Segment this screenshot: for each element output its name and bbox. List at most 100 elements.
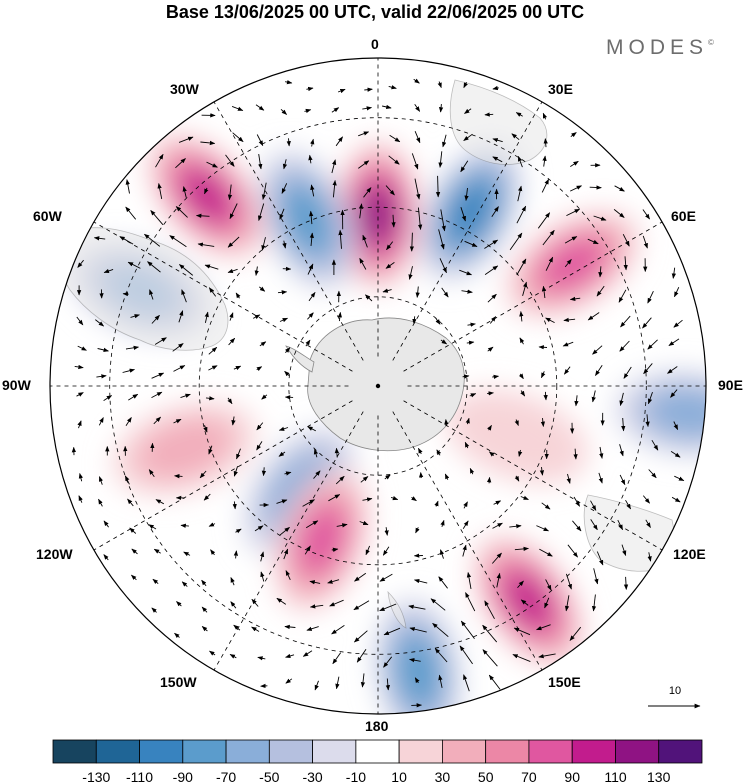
wind-arrow — [520, 495, 529, 501]
wind-arrow — [151, 372, 165, 379]
wind-arrow — [385, 262, 395, 269]
wind-arrow — [599, 446, 604, 459]
wind-arrow — [642, 495, 650, 504]
colorbar-tick-label: 10 — [391, 769, 407, 783]
wind-arrow — [157, 182, 163, 199]
reference-vector: 10 — [648, 685, 701, 709]
wind-arrow — [436, 449, 442, 456]
wind-arrow — [259, 551, 265, 562]
wind-arrow — [623, 256, 628, 271]
wind-arrow — [155, 153, 164, 168]
wind-arrow — [122, 291, 129, 297]
wind-arrow — [256, 422, 264, 431]
wind-arrow — [619, 340, 630, 352]
wind-arrow — [466, 340, 475, 345]
wind-arrow — [414, 178, 421, 200]
wind-arrow — [415, 286, 420, 298]
wind-arrow — [203, 425, 208, 433]
wind-arrow — [337, 88, 346, 94]
wind-vectors — [71, 78, 685, 708]
wind-arrow — [430, 598, 446, 611]
wind-arrow — [519, 310, 524, 322]
wind-arrow — [358, 160, 370, 169]
wind-arrow — [76, 316, 84, 326]
wind-arrow — [460, 207, 466, 222]
wind-arrow — [335, 136, 343, 147]
wind-arrow — [359, 520, 369, 526]
wind-arrow — [539, 548, 553, 557]
anomaly-center — [506, 574, 551, 628]
wind-arrow — [204, 187, 209, 195]
wind-arrow — [437, 81, 442, 89]
wind-arrow — [276, 597, 287, 605]
wind-arrow — [565, 573, 572, 590]
wind-arrow — [338, 229, 343, 249]
wind-arrow — [574, 395, 579, 407]
colorbar-tick-label: 130 — [647, 769, 671, 783]
lon-label-150w: 150W — [160, 674, 197, 690]
wind-arrow — [103, 395, 113, 401]
anomaly-center — [300, 507, 344, 573]
wind-arrow — [566, 473, 571, 484]
wind-arrow — [235, 528, 242, 534]
wind-arrow — [208, 287, 217, 297]
wind-arrow — [647, 391, 653, 405]
wind-arrow — [283, 548, 289, 560]
wind-arrow — [282, 240, 287, 249]
lon-label-0: 0 — [371, 36, 379, 52]
wind-arrow — [518, 449, 523, 457]
wind-arrow — [173, 365, 186, 372]
wind-arrow — [517, 155, 523, 168]
wind-arrow — [153, 416, 161, 425]
wind-arrow — [379, 603, 397, 612]
wind-arrow — [227, 236, 240, 248]
wind-arrow — [538, 345, 548, 350]
wind-arrow — [328, 494, 341, 502]
wind-arrow — [278, 426, 289, 431]
wind-arrow — [201, 626, 208, 632]
wind-arrow — [203, 493, 211, 501]
wind-arrow — [206, 161, 218, 168]
wind-arrow — [570, 132, 577, 138]
wind-arrow — [331, 547, 339, 552]
wind-arrow — [201, 579, 207, 587]
wind-arrow — [178, 136, 194, 143]
wind-arrow — [209, 650, 216, 656]
antarctica-landmass — [307, 317, 465, 452]
wind-arrow — [254, 266, 259, 276]
wind-arrow — [143, 233, 161, 247]
wind-arrow — [619, 444, 624, 457]
meridian — [93, 400, 353, 551]
wind-arrow — [389, 134, 401, 143]
wind-arrow — [462, 374, 470, 379]
wind-arrow — [78, 472, 84, 482]
wind-arrow — [465, 417, 470, 425]
wind-arrow — [208, 347, 218, 355]
wind-arrow — [261, 182, 267, 200]
wind-arrow — [385, 185, 395, 196]
wind-arrow — [309, 210, 314, 225]
wind-arrow — [463, 82, 468, 89]
wind-arrow — [382, 104, 392, 110]
wind-arrow — [76, 392, 84, 397]
meridian — [93, 221, 353, 372]
wind-arrow — [569, 626, 582, 641]
wind-arrow — [642, 235, 648, 249]
wind-arrow — [570, 160, 579, 167]
wind-arrow — [119, 236, 134, 245]
wind-arrow — [673, 319, 683, 328]
wind-arrow — [332, 179, 337, 198]
wind-arrow — [251, 626, 260, 632]
wind-arrow — [152, 578, 159, 584]
wind-arrow — [621, 417, 626, 432]
colorbar-swatch — [139, 739, 184, 764]
wind-arrow — [360, 476, 369, 483]
wind-arrow — [544, 597, 550, 609]
meridian — [213, 411, 364, 671]
wind-arrow — [278, 451, 286, 457]
wind-arrow — [382, 288, 392, 293]
wind-arrow — [408, 604, 426, 610]
wind-arrow — [74, 364, 84, 370]
wind-arrow — [227, 397, 233, 405]
